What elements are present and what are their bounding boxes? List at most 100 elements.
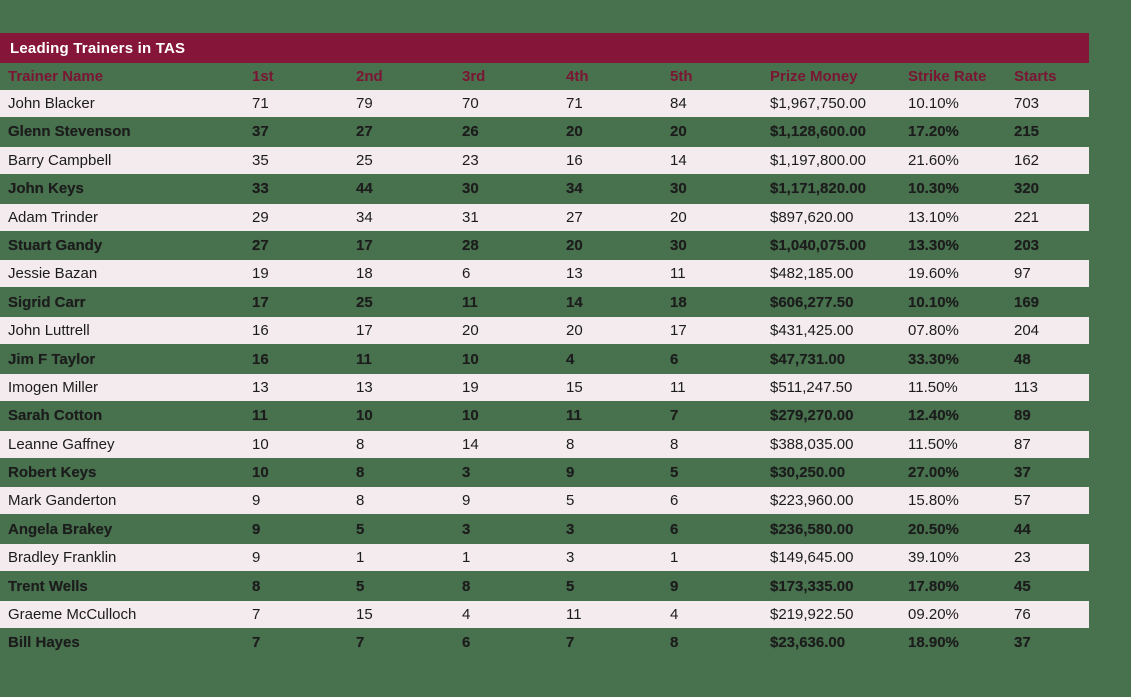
cell-starts: 37	[1014, 634, 1031, 652]
cell-prize-money: $223,960.00	[770, 492, 854, 510]
cell-3rd: 3	[462, 520, 471, 538]
cell-4th: 34	[566, 180, 583, 198]
cell-4th: 8	[566, 435, 575, 453]
cell-3rd: 11	[462, 293, 478, 311]
cell-2nd: 10	[356, 407, 373, 425]
cell-3rd: 9	[462, 492, 471, 510]
cell-prize-money: $1,967,750.00	[770, 95, 866, 112]
cell-2nd: 17	[356, 236, 373, 254]
cell-5th: 8	[670, 435, 679, 453]
cell-starts: 23	[1014, 549, 1031, 567]
cell-trainer-name: John Blacker	[8, 95, 95, 112]
cell-5th: 9	[670, 577, 679, 595]
cell-2nd: 79	[356, 95, 373, 112]
column-header-4th: 4th	[566, 68, 589, 85]
cell-2nd: 25	[356, 151, 373, 169]
cell-3rd: 10	[462, 350, 479, 368]
table-row: Trent Wells 8 5 8 5 9 $173,335.00 17.80% 45	[0, 573, 1089, 600]
cell-5th: 30	[670, 236, 687, 254]
cell-strike-rate: 17.80%	[908, 577, 959, 595]
cell-starts: 204	[1014, 322, 1040, 340]
cell-1st: 71	[252, 95, 269, 112]
cell-trainer-name: Sigrid Carr	[8, 293, 86, 311]
column-header-trainer-name: Trainer Name	[8, 68, 104, 85]
cell-3rd: 30	[462, 180, 479, 198]
cell-5th: 84	[670, 95, 687, 112]
cell-2nd: 25	[356, 293, 373, 311]
cell-strike-rate: 11.50%	[908, 378, 958, 396]
cell-trainer-name: Stuart Gandy	[8, 236, 103, 254]
cell-5th: 4	[670, 606, 679, 624]
cell-2nd: 44	[356, 180, 373, 198]
cell-trainer-name: Glenn Stevenson	[8, 123, 131, 141]
cell-4th: 5	[566, 577, 575, 595]
table-row: Glenn Stevenson 37 27 26 20 20 $1,128,600.00 17…	[0, 118, 1089, 145]
cell-4th: 11	[566, 606, 582, 624]
cell-prize-money: $511,247.50	[770, 378, 853, 396]
cell-starts: 48	[1014, 350, 1031, 368]
table-row: Sigrid Carr 17 25 11 14 18 $606,277.50 10.10% 16…	[0, 289, 1089, 316]
cell-strike-rate: 10.10%	[908, 95, 959, 112]
cell-3rd: 6	[462, 265, 471, 283]
cell-5th: 17	[670, 322, 687, 340]
cell-1st: 13	[252, 378, 269, 396]
cell-5th: 8	[670, 634, 679, 652]
cell-4th: 4	[566, 350, 575, 368]
cell-trainer-name: Adam Trinder	[8, 208, 99, 226]
cell-5th: 5	[670, 464, 679, 482]
cell-4th: 20	[566, 123, 583, 141]
cell-strike-rate: 11.50%	[908, 435, 958, 453]
cell-strike-rate: 21.60%	[908, 151, 959, 169]
table-row: Adam Trinder 29 34 31 27 20 $897,620.00 13.10% 2…	[0, 203, 1089, 231]
cell-4th: 27	[566, 208, 583, 226]
column-header-2nd: 2nd	[356, 68, 383, 85]
cell-4th: 3	[566, 549, 575, 567]
cell-1st: 16	[252, 322, 269, 340]
cell-prize-money: $1,040,075.00	[770, 236, 866, 254]
cell-2nd: 7	[356, 634, 365, 652]
cell-starts: 162	[1014, 151, 1040, 169]
cell-1st: 35	[252, 151, 269, 169]
cell-1st: 9	[252, 549, 261, 567]
cell-starts: 215	[1014, 123, 1040, 141]
cell-3rd: 70	[462, 95, 479, 112]
cell-1st: 29	[252, 208, 269, 226]
cell-trainer-name: Robert Keys	[8, 464, 97, 482]
column-header-starts: Starts	[1014, 68, 1057, 85]
leading-trainers-table: Leading Trainers in TAS Trainer Name 1st 2…	[0, 33, 1089, 658]
cell-strike-rate: 39.10%	[908, 549, 959, 567]
table-row: John Keys 33 44 30 34 30 $1,171,820.00 10.30% 32…	[0, 175, 1089, 202]
cell-strike-rate: 27.00%	[908, 464, 959, 482]
cell-trainer-name: Trent Wells	[8, 577, 88, 595]
cell-3rd: 26	[462, 123, 479, 141]
cell-2nd: 13	[356, 378, 373, 396]
cell-strike-rate: 20.50%	[908, 520, 959, 538]
cell-1st: 10	[252, 435, 269, 453]
cell-2nd: 34	[356, 208, 373, 226]
cell-starts: 57	[1014, 492, 1031, 510]
table-header-row: Trainer Name 1st 2nd 3rd 4th 5th Prize Money St…	[0, 63, 1089, 90]
cell-5th: 30	[670, 180, 687, 198]
cell-trainer-name: John Keys	[8, 180, 84, 198]
table-row: Jessie Bazan 19 18 6 13 11 $482,185.00 19.60% 97	[0, 260, 1089, 288]
cell-3rd: 3	[462, 464, 471, 482]
cell-2nd: 8	[356, 464, 365, 482]
cell-trainer-name: Bradley Franklin	[8, 549, 117, 567]
cell-2nd: 17	[356, 322, 373, 340]
table-row: Barry Campbell 35 25 23 16 14 $1,197,800.00 21.…	[0, 146, 1089, 174]
cell-4th: 13	[566, 265, 583, 283]
cell-3rd: 4	[462, 606, 471, 624]
cell-2nd: 15	[356, 606, 373, 624]
cell-2nd: 11	[356, 350, 372, 368]
column-header-prize-money: Prize Money	[770, 68, 858, 85]
cell-prize-money: $1,197,800.00	[770, 151, 866, 169]
cell-2nd: 5	[356, 577, 365, 595]
cell-1st: 33	[252, 180, 269, 198]
cell-trainer-name: Graeme McCulloch	[8, 606, 137, 624]
table-row: John Luttrell 16 17 20 20 17 $431,425.00 07.80%…	[0, 317, 1089, 345]
cell-strike-rate: 10.10%	[908, 293, 959, 311]
table-row: Bill Hayes 7 7 6 7 8 $23,636.00 18.90% 37	[0, 629, 1089, 656]
cell-4th: 16	[566, 151, 583, 169]
cell-strike-rate: 07.80%	[908, 322, 959, 340]
cell-starts: 169	[1014, 293, 1040, 311]
